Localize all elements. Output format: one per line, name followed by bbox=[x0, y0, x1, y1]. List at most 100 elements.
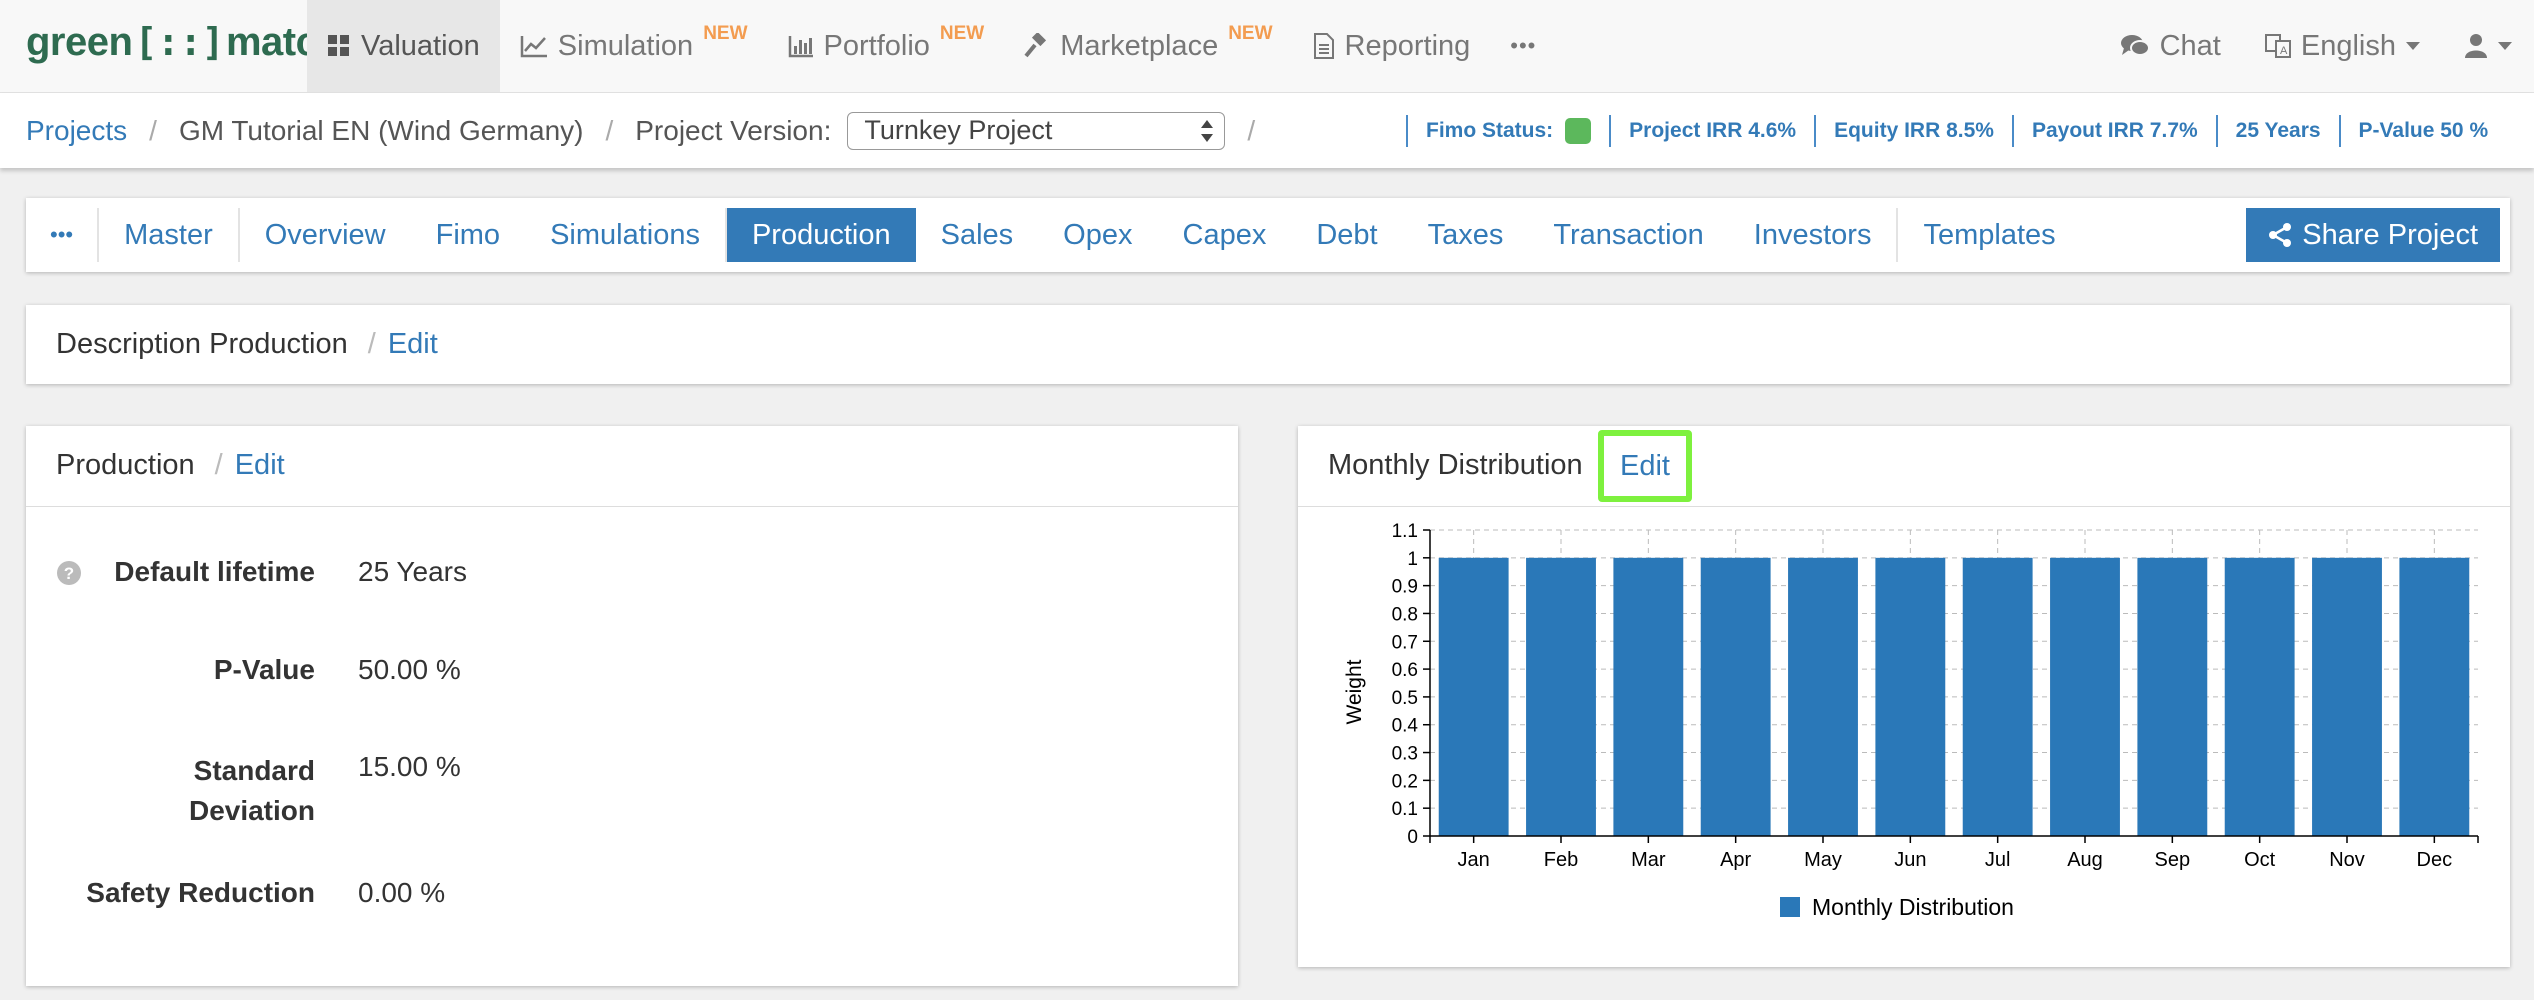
new-badge: NEW bbox=[939, 23, 985, 44]
chevron-down-icon bbox=[2406, 42, 2420, 50]
nav-portfolio[interactable]: Portfolio NEW bbox=[768, 0, 1005, 92]
tab-sales[interactable]: Sales bbox=[940, 218, 1014, 251]
distribution-edit-link[interactable]: Edit bbox=[1598, 430, 1692, 502]
breadcrumb-separator: / bbox=[1247, 114, 1256, 146]
y-tick-label: 0.8 bbox=[1392, 604, 1418, 625]
tab-master[interactable]: Master bbox=[124, 218, 213, 251]
monthly-distribution-chart: 0 0.1 0.2 0.3 0.4 0.5 0.6 0.7 0.8 0.9 1 1.1 Jan Feb Ma… bbox=[1343, 521, 2479, 920]
bar-mar[interactable] bbox=[1613, 557, 1684, 836]
y-tick-label: 0.2 bbox=[1392, 771, 1418, 792]
help-icon[interactable]: ? bbox=[56, 560, 82, 591]
pvalue-value: 50.00 % bbox=[358, 654, 461, 685]
y-tick-label: 0.5 bbox=[1392, 688, 1418, 709]
bar-dec[interactable] bbox=[2399, 557, 2470, 836]
breadcrumb-project-name: GM Tutorial EN (Wind Germany) bbox=[178, 114, 584, 146]
nav-marketplace[interactable]: Marketplace NEW bbox=[1004, 0, 1292, 92]
nav-reporting[interactable]: Reporting bbox=[1293, 0, 1491, 92]
tab-transaction[interactable]: Transaction bbox=[1553, 218, 1704, 251]
project-version-label: Project Version: bbox=[635, 114, 832, 146]
chart-axes: 0 0.1 0.2 0.3 0.4 0.5 0.6 0.7 0.8 0.9 1 1.1 Jan Feb Ma… bbox=[1392, 521, 2479, 871]
greenmatch-logo[interactable]: green [::] match bbox=[26, 19, 342, 65]
bar-sep[interactable] bbox=[2137, 557, 2208, 836]
bar-feb[interactable] bbox=[1526, 557, 1596, 836]
chart-bars bbox=[1438, 557, 2470, 836]
kpi-bar: Fimo Status: Project IRR 4.6% Equity IRR… bbox=[1406, 93, 2506, 168]
language-dropdown[interactable]: A English bbox=[2243, 0, 2442, 92]
equity-irr[interactable]: Equity IRR 8.5% bbox=[1814, 114, 2012, 147]
y-tick-label: 0.6 bbox=[1392, 660, 1418, 681]
description-edit-link[interactable]: Edit bbox=[387, 328, 438, 360]
share-icon bbox=[2268, 222, 2292, 248]
bar-jan[interactable] bbox=[1438, 557, 1509, 836]
breadcrumb-separator: / bbox=[149, 114, 157, 146]
legend-label[interactable]: Monthly Distribution bbox=[1812, 894, 2014, 920]
fimo-status-indicator bbox=[1565, 117, 1592, 144]
x-tick-label: May bbox=[1804, 849, 1842, 871]
nav-more[interactable]: ••• bbox=[1490, 0, 1556, 92]
tab-taxes[interactable]: Taxes bbox=[1427, 218, 1504, 251]
chat-icon bbox=[2120, 34, 2150, 58]
production-panel: Production / Edit ? Default lifetime 25 … bbox=[26, 426, 1238, 986]
y-tick-label: 1.1 bbox=[1392, 521, 1418, 542]
payout-irr[interactable]: Payout IRR 7.7% bbox=[2011, 114, 2216, 147]
fimo-status[interactable]: Fimo Status: bbox=[1406, 114, 1609, 147]
x-tick-label: Feb bbox=[1544, 849, 1578, 871]
y-tick-label: 0.7 bbox=[1392, 632, 1418, 653]
tab-overview[interactable]: Overview bbox=[264, 218, 386, 251]
bar-jul[interactable] bbox=[1962, 557, 2033, 836]
tab-capex[interactable]: Capex bbox=[1182, 218, 1267, 251]
x-tick-label: Jun bbox=[1894, 849, 1926, 871]
more-icon: ••• bbox=[1510, 33, 1537, 58]
project-version-select[interactable]: Turnkey Project bbox=[847, 111, 1226, 150]
bar-jun[interactable] bbox=[1875, 557, 1946, 836]
panel-title: Description Production bbox=[56, 328, 348, 360]
tab-templates[interactable]: Templates bbox=[1923, 218, 2056, 251]
select-arrows-icon bbox=[1200, 117, 1214, 145]
x-tick-label: Nov bbox=[2329, 849, 2365, 871]
project-irr[interactable]: Project IRR 4.6% bbox=[1609, 114, 1814, 147]
chart-legend: Monthly Distribution bbox=[1780, 894, 2014, 920]
panel-title: Monthly Distribution bbox=[1328, 449, 1583, 481]
y-tick-label: 1 bbox=[1407, 549, 1418, 570]
tab-production[interactable]: Production bbox=[726, 208, 916, 262]
stddev-label: Standard Deviation bbox=[188, 755, 315, 826]
nav-valuation[interactable]: Valuation bbox=[307, 0, 500, 92]
breadcrumb-projects-link[interactable]: Projects bbox=[26, 114, 128, 146]
tab-simulations[interactable]: Simulations bbox=[550, 218, 700, 251]
lifetime-value: 25 Years bbox=[358, 556, 467, 587]
share-project-button[interactable]: Share Project bbox=[2246, 208, 2500, 262]
chevron-down-icon bbox=[2498, 42, 2512, 50]
svg-text:A: A bbox=[2280, 45, 2288, 57]
bar-may[interactable] bbox=[1788, 557, 1858, 836]
project-tabs: ••• Master Overview Fimo Simulations Pro… bbox=[26, 198, 2510, 272]
p-value-kpi[interactable]: P-Value 50 % bbox=[2338, 114, 2507, 147]
document-icon bbox=[1313, 33, 1335, 59]
breadcrumb-bar: Projects / GM Tutorial EN (Wind Germany)… bbox=[0, 93, 2534, 168]
legend-swatch bbox=[1780, 897, 1800, 917]
tab-debt[interactable]: Debt bbox=[1316, 218, 1378, 251]
nav-chat[interactable]: Chat bbox=[2098, 0, 2243, 92]
lifetime-label: Default lifetime bbox=[114, 556, 315, 587]
monthly-distribution-panel: Monthly Distribution Edit 0 0.1 0.2 0.3 0.4 0… bbox=[1298, 426, 2510, 967]
bar-aug[interactable] bbox=[2050, 557, 2120, 836]
project-years[interactable]: 25 Years bbox=[2215, 114, 2339, 147]
tabs-more-button[interactable]: ••• bbox=[50, 222, 74, 247]
new-badge: NEW bbox=[703, 23, 748, 44]
nav-simulation[interactable]: Simulation NEW bbox=[500, 0, 768, 92]
production-edit-link[interactable]: Edit bbox=[234, 449, 285, 481]
bar-nov[interactable] bbox=[2312, 557, 2382, 836]
y-tick-label: 0 bbox=[1407, 827, 1418, 848]
tab-opex[interactable]: Opex bbox=[1063, 218, 1133, 251]
bar-oct[interactable] bbox=[2224, 557, 2295, 836]
tab-investors[interactable]: Investors bbox=[1753, 218, 1872, 251]
tab-fimo[interactable]: Fimo bbox=[435, 218, 501, 251]
safety-reduction-label: Safety Reduction bbox=[86, 877, 315, 908]
y-tick-label: 0.3 bbox=[1392, 744, 1418, 765]
panel-title: Production bbox=[56, 449, 195, 481]
translate-icon: A bbox=[2264, 33, 2291, 59]
user-menu[interactable] bbox=[2442, 0, 2534, 92]
x-tick-label: Dec bbox=[2417, 849, 2453, 871]
bar-apr[interactable] bbox=[1700, 557, 1771, 836]
y-tick-label: 0.1 bbox=[1392, 799, 1418, 820]
new-badge: NEW bbox=[1228, 23, 1273, 44]
